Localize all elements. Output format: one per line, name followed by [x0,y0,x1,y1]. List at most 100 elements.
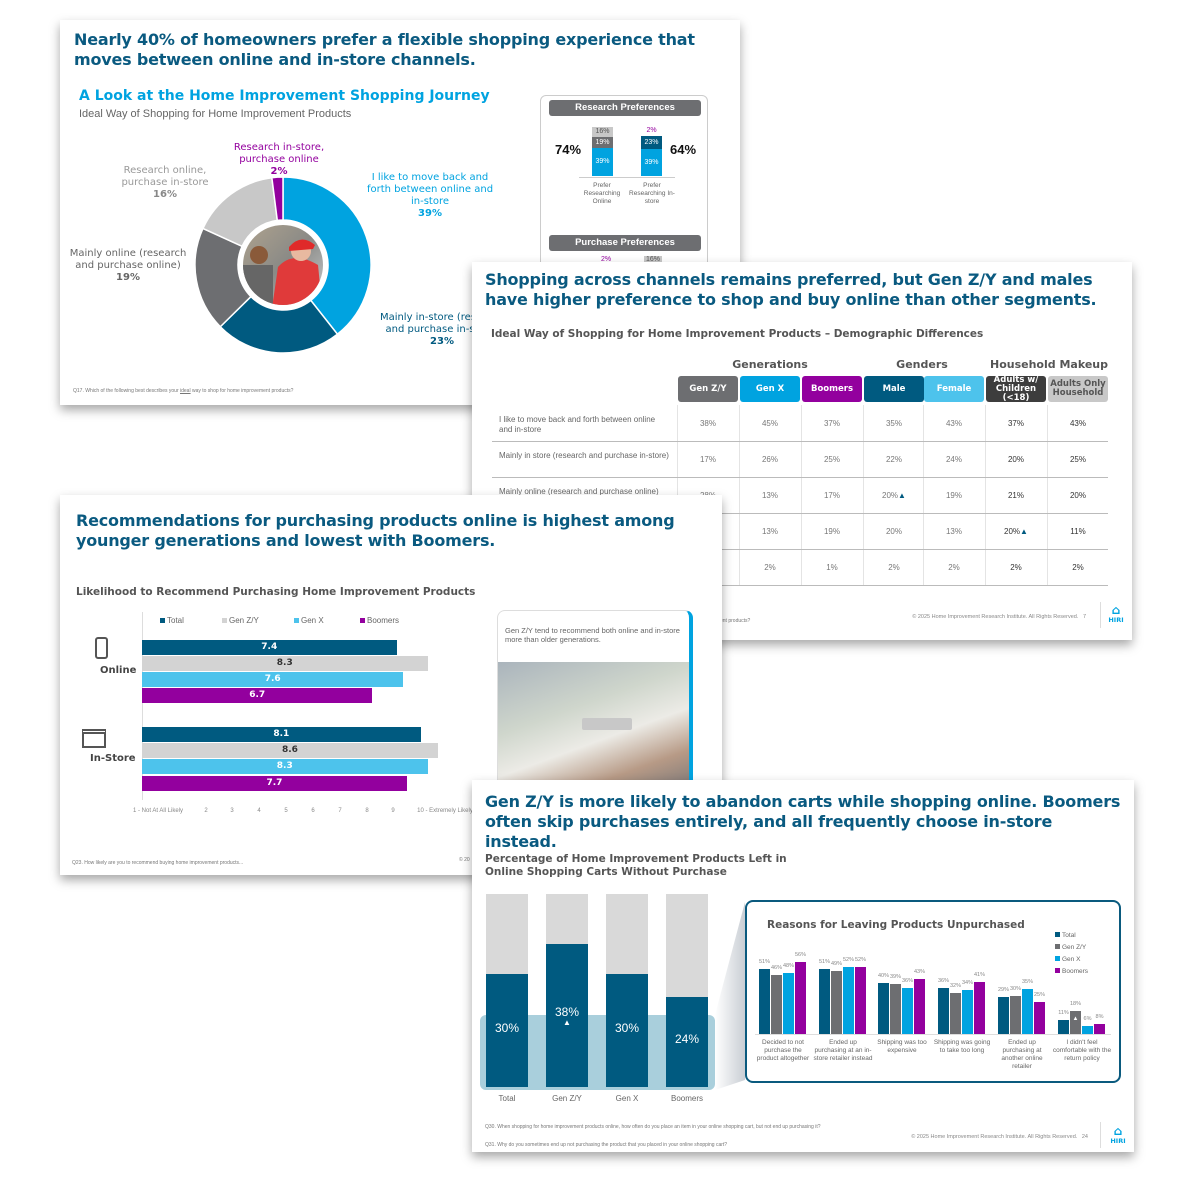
label-instore: Prefer Researching In-store [629,182,675,205]
bar-value-label: 48% [782,962,794,969]
bar-value-label: 18% [1069,1000,1081,1007]
bar-value-label: 56% [794,952,806,959]
x-tick: 10 - Extremely Likely [417,808,473,814]
x-tick: 9 [391,808,395,814]
table-title: Ideal Way of Shopping for Home Improveme… [491,328,984,340]
bar-genx-online: 7.6 [142,672,404,687]
segment-19: 19% [592,137,613,148]
legend-label: Gen Z/Y [1062,944,1087,951]
bar: ▲ [1070,1010,1081,1034]
bar [1094,1023,1105,1034]
donut-slice-1 [219,295,339,354]
table-cell: 20%▲ [1004,527,1028,536]
significance-up-icon: ▲ [898,491,906,500]
bar [974,981,985,1034]
column-header: Gen Z/Y [678,376,738,402]
bar-value: 8.3 [276,761,293,771]
bar [759,968,770,1034]
bar [783,972,794,1034]
chart-caption: Ideal Way of Shopping for Home Improveme… [79,108,352,120]
bar [950,993,961,1034]
column-divider [1047,405,1048,585]
bar-value: 8.3 [276,658,293,668]
slice-label-research-online: Research online, purchase in-store 16% [121,165,209,200]
bar [819,968,830,1034]
x-tick: 1 - Not At All Likely [132,808,184,814]
bar-value: 7.4 [261,642,278,652]
footnote-q30: Q30. When shopping for home improvement … [485,1124,821,1130]
reasons-title: Reasons for Leaving Products Unpurchased [767,919,1025,931]
legend-swatch [360,618,365,623]
table-cell: 20% [885,527,902,536]
legend-swatch [160,618,165,623]
bar-value: 7.6 [264,674,281,684]
category-online: Online [100,665,137,676]
significance-up-icon: ▲ [563,1018,571,1028]
slide-cart-abandonment: Gen Z/Y is more likely to abandon carts … [472,780,1134,1152]
bar [1034,1002,1045,1034]
baseline [579,177,675,178]
bar-value-label: 35% [1021,979,1033,986]
column-header: Gen X [740,376,800,402]
table-cell: 37% [823,419,840,428]
segment-39: 39% [592,148,613,176]
column-header: Adults w/ Children (<18) [986,375,1046,402]
table-cell: 20% [1007,455,1024,464]
reasons-panel: Reasons for Leaving Products Unpurchased… [745,900,1121,1083]
category-label: Gen X [615,1094,639,1103]
bar-value-label: 43% [913,968,925,975]
table-cell: 17% [699,455,716,464]
bar-value-label: 30% [1009,985,1021,992]
slice-label-mainly-instore: Mainly in-store (research and purchase i… [379,312,505,347]
segment-23: 23% [641,136,662,149]
bar-value: 30% [614,1020,640,1035]
column-divider [863,405,864,585]
bar-value-label: 36% [937,977,949,984]
footnote: Q17. Which of the following best describ… [73,388,294,394]
bar-genzy-online: 8.3 [142,656,428,671]
bar-value-label: 51% [758,958,770,965]
bar-value: 38% [554,1005,580,1020]
card-text: Gen Z/Y tend to recommend both online an… [505,626,680,644]
row-divider [492,441,1108,442]
purchase-partial-2: 2% [601,256,612,263]
legend-item: Gen Z/Y [222,616,259,625]
donut-slice-0 [282,176,372,336]
bar-fill-2: 30% [606,974,648,1087]
category-label: Total [498,1094,516,1103]
insight-card: Gen Z/Y tend to recommend both online an… [497,610,693,800]
bar-value: 8.6 [281,745,298,755]
bar-fill-3: 24% [666,996,708,1087]
category-instore: In-Store [90,753,136,764]
bar-value-label: 11% [1058,1009,1069,1016]
footnote: Q23. How likely are you to recommend buy… [72,860,244,866]
x-tick: 8 [365,808,369,814]
column-header: Female [924,376,984,402]
bar-value-label: 40% [877,972,889,979]
table-cell: 1% [826,563,838,572]
row-divider [492,585,1108,586]
instore-total: 64% [670,142,697,157]
column-divider [923,405,924,585]
bar-value-label: 8% [1095,1013,1104,1020]
column-divider [985,405,986,585]
label-online: Prefer Researching Online [583,182,621,205]
slide-title: Gen Z/Y is more likely to abandon carts … [485,792,1121,851]
callout-connector [715,902,745,1090]
bar-genx-in-store: 8.3 [142,759,428,774]
bar-boomers-online: 6.7 [142,688,373,703]
bar [855,967,866,1034]
segment-39: 39% [641,149,662,176]
x-tick: 5 [284,808,288,814]
bar-value-label: 36% [901,977,913,984]
table-cell: 2% [1072,563,1084,572]
bar [1010,995,1021,1034]
bar [1022,989,1033,1034]
category-label: Gen Z/Y [552,1094,582,1103]
bar-value-label: 32% [949,983,961,990]
table-cell: 2% [948,563,960,572]
bar [914,978,925,1034]
legend-swatch [1055,956,1060,961]
bar-value: 6.7 [249,690,266,700]
bar [795,962,806,1034]
